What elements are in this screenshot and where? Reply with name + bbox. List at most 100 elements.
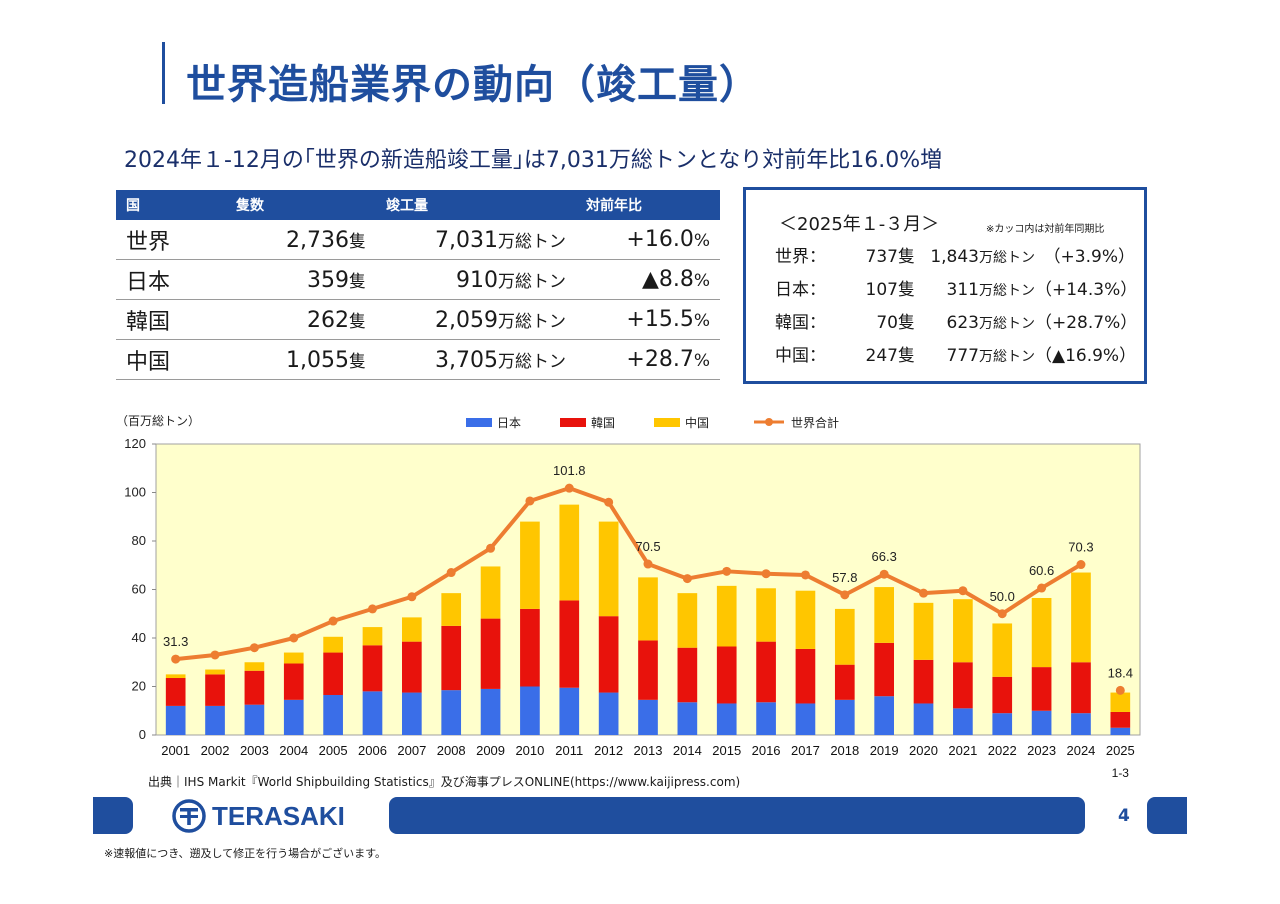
row-country: 韓国 (116, 299, 226, 340)
bar-日本-2006 (362, 691, 383, 735)
bar-中国-2021 (953, 599, 973, 663)
bar-韓国-2011 (559, 600, 580, 688)
bar-中国-2004 (283, 652, 304, 664)
q1-country: 日本： (775, 280, 826, 300)
gt-value: 7,031 (435, 227, 498, 253)
line-point-2005 (328, 616, 338, 626)
bar-中国-2009 (480, 566, 501, 619)
bar-日本-2012 (598, 692, 619, 735)
bar-韓国-2003 (244, 670, 265, 705)
legend-swatch-韓国 (560, 418, 586, 427)
bar-中国-2015 (716, 585, 737, 647)
row-country: 日本 (116, 259, 226, 300)
yoy-unit: % (693, 311, 710, 331)
q1-ships: 107隻 (865, 280, 915, 300)
x-tick-label: 2001 (161, 743, 190, 758)
footnote: ※速報値につき、遡及して修正を行う場合がございます。 (104, 847, 387, 860)
line-point-2019 (879, 569, 889, 579)
ships-value: 262 (307, 307, 349, 333)
bar-日本-2018 (834, 699, 855, 735)
yoy-unit: % (693, 351, 710, 371)
bar-韓国-2006 (362, 645, 383, 692)
bar-韓国-2024 (1071, 662, 1091, 714)
q1-country: 中国： (775, 346, 826, 366)
bar-中国-2011 (559, 504, 580, 601)
bar-日本-2016 (756, 702, 776, 735)
x-tick-label: 2010 (515, 743, 544, 758)
x-tick-sublabel: 1-3 (1112, 766, 1130, 780)
bar-日本-2011 (559, 687, 580, 735)
bar-韓国-2016 (756, 641, 776, 703)
bar-日本-2021 (953, 708, 973, 735)
title-accent-bar (162, 42, 165, 104)
bar-韓国-2013 (638, 640, 658, 700)
bar-日本-2023 (1031, 710, 1052, 735)
y-tick-label: 80 (132, 533, 146, 548)
bar-中国-2025 (1110, 692, 1131, 712)
footer-left-bar (93, 797, 133, 834)
q1-row: 韓国： 70隻 623万総トン（+28.7%） (775, 308, 1137, 333)
q1-gt-value: 1,843 (930, 247, 979, 267)
x-tick-label: 2021 (948, 743, 977, 758)
bar-日本-2005 (323, 694, 343, 735)
bar-韓国-2009 (480, 618, 501, 689)
data-label-2025: 18.4 (1108, 665, 1133, 680)
q1-gt: 623万総トン (915, 313, 1035, 333)
bar-日本-2020 (913, 703, 934, 735)
data-label-2022: 50.0 (990, 589, 1015, 604)
row-gt: 910万総トン (376, 259, 576, 300)
terasaki-logo: TERASAKI (172, 798, 345, 834)
table-header-row: 国 隻数 竣工量 対前年比 (116, 190, 720, 220)
row-ships: 359隻 (226, 259, 376, 300)
x-tick-label: 2018 (830, 743, 859, 758)
gt-value: 2,059 (435, 307, 498, 333)
yoy-unit: % (693, 271, 710, 291)
table-row: 日本 359隻 910万総トン ▲8.8% (116, 259, 720, 300)
bar-韓国-2018 (834, 664, 855, 700)
y-tick-label: 20 (132, 679, 146, 694)
bar-韓国-2002 (205, 674, 225, 706)
gt-unit: 万総トン (498, 351, 566, 372)
bar-中国-2017 (795, 590, 816, 649)
row-ships: 1,055隻 (226, 339, 376, 380)
line-point-2009 (486, 543, 496, 553)
bar-中国-2006 (362, 627, 383, 646)
q1-2025-summary-box: ＜2025年１-３月＞ ※カッコ内は対前年同期比 世界： 737隻 1,843万総ト… (743, 187, 1147, 384)
x-tick-label: 2023 (1027, 743, 1056, 758)
q1-country: 韓国： (775, 313, 826, 333)
bar-中国-2010 (520, 521, 540, 609)
q1-country: 世界： (775, 247, 826, 267)
line-point-2020 (919, 588, 929, 598)
data-label-2011: 101.8 (553, 463, 586, 478)
shipbuilding-completion-chart: （百万総トン） 0 20 40 60 80 100 120 2001 2002 2003 2004 20… (116, 414, 1141, 780)
page-subtitle: 2024年１-12月の｢世界の新造船竣工量｣は7,031万総トンとなり対前年比1… (124, 148, 943, 173)
q1-ships: 247隻 (865, 346, 915, 366)
x-tick-label: 2008 (437, 743, 466, 758)
legend-swatch-日本 (466, 418, 492, 427)
bar-韓国-2021 (953, 662, 973, 709)
bar-日本-2019 (874, 696, 894, 735)
q1-gt-value: 777 (946, 346, 979, 366)
q1-gt: 311万総トン (915, 280, 1035, 300)
x-tick-label: 2009 (476, 743, 505, 758)
bar-日本-2017 (795, 703, 816, 735)
x-tick-label: 2004 (279, 743, 308, 758)
ships-unit: 隻 (349, 351, 366, 372)
q1-row: 中国： 247隻 777万総トン（▲16.9%） (775, 341, 1137, 366)
legend-label: 日本 (497, 416, 521, 430)
q1-gt-value: 623 (946, 313, 979, 333)
bar-日本-2001 (165, 705, 186, 735)
line-point-2011 (564, 483, 574, 493)
q1-row: 日本： 107隻 311万総トン（+14.3%） (775, 275, 1137, 300)
q1-pct: （▲16.9%） (1035, 346, 1137, 366)
bar-中国-2007 (402, 617, 422, 642)
y-tick-label: 60 (132, 582, 146, 597)
line-point-2012 (604, 497, 614, 507)
bar-中国-2022 (992, 623, 1013, 677)
x-tick-label: 2006 (358, 743, 387, 758)
bar-韓国-2014 (677, 647, 698, 703)
bar-日本-2015 (716, 703, 737, 735)
x-tick-label: 2022 (988, 743, 1017, 758)
bar-日本-2002 (205, 705, 225, 735)
bar-日本-2003 (244, 704, 265, 735)
